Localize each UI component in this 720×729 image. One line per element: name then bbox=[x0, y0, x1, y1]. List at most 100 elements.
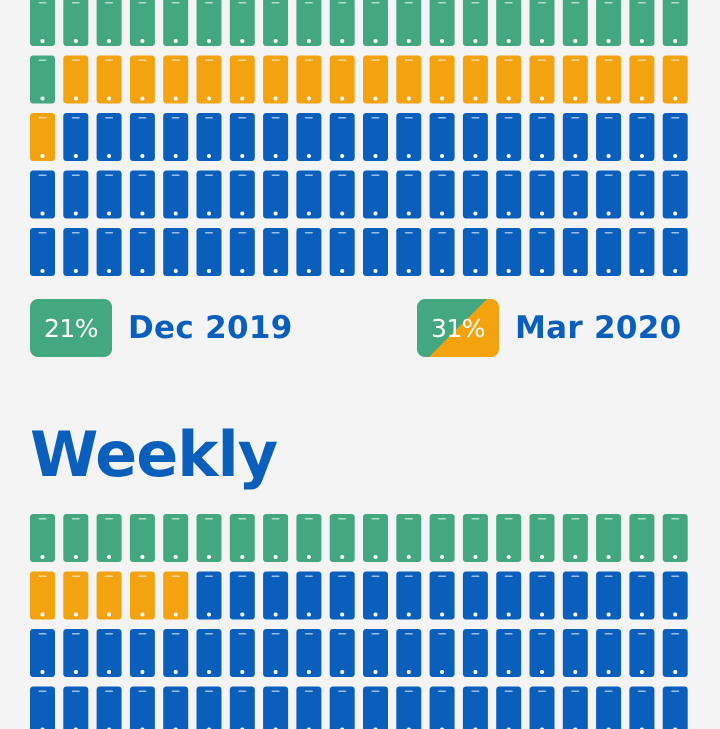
weekly-phone-icon bbox=[130, 572, 155, 620]
monthly-phone-icon bbox=[63, 171, 88, 219]
weekly-phone-icon bbox=[30, 629, 55, 677]
weekly-phone-icon bbox=[197, 687, 222, 729]
monthly-phone-icon bbox=[163, 56, 188, 104]
weekly-phone-icon bbox=[130, 687, 155, 729]
monthly-phone-icon bbox=[197, 56, 222, 104]
monthly-phone-icon bbox=[596, 56, 621, 104]
weekly-phone-icon bbox=[496, 514, 521, 562]
monthly-phone-icon bbox=[163, 171, 188, 219]
weekly-phone-icon bbox=[230, 514, 255, 562]
monthly-phone-icon bbox=[97, 113, 122, 161]
weekly-phone-icon bbox=[596, 629, 621, 677]
monthly-phone-icon bbox=[30, 56, 55, 104]
monthly-phone-icon bbox=[496, 228, 521, 276]
monthly-phone-icon bbox=[30, 0, 55, 46]
weekly-phone-icon bbox=[663, 629, 688, 677]
monthly-phone-icon bbox=[163, 228, 188, 276]
monthly-phone-icon bbox=[430, 56, 455, 104]
monthly-phone-icon bbox=[263, 0, 288, 46]
monthly-phone-icon bbox=[629, 228, 654, 276]
weekly-phone-icon bbox=[97, 572, 122, 620]
monthly-phone-icon bbox=[463, 228, 488, 276]
weekly-phone-icon bbox=[63, 514, 88, 562]
monthly-phone-icon bbox=[263, 113, 288, 161]
monthly-phone-icon bbox=[563, 113, 588, 161]
monthly-phone-icon bbox=[197, 113, 222, 161]
weekly-phone-icon bbox=[363, 687, 388, 729]
weekly-phone-icon bbox=[30, 687, 55, 729]
monthly-phone-icon bbox=[97, 228, 122, 276]
weekly-phone-icon bbox=[530, 514, 555, 562]
weekly-phone-icon bbox=[596, 572, 621, 620]
monthly-phone-icon bbox=[30, 113, 55, 161]
weekly-phone-icon bbox=[30, 514, 55, 562]
legend-label-mar-2020: Mar 2020 bbox=[515, 310, 682, 346]
monthly-phone-icon bbox=[63, 228, 88, 276]
monthly-phone-icon bbox=[530, 171, 555, 219]
weekly-phone-icon bbox=[296, 572, 321, 620]
weekly-phone-icon bbox=[363, 572, 388, 620]
weekly-phone-icon bbox=[263, 514, 288, 562]
weekly-phone-icon bbox=[663, 687, 688, 729]
monthly-phone-icon bbox=[296, 113, 321, 161]
weekly-phone-icon bbox=[130, 629, 155, 677]
monthly-phone-icon bbox=[430, 228, 455, 276]
monthly-phone-icon bbox=[163, 0, 188, 46]
monthly-phone-icon bbox=[330, 0, 355, 46]
weekly-phone-icon bbox=[63, 629, 88, 677]
weekly-phone-icon bbox=[30, 572, 55, 620]
weekly-phone-icon bbox=[330, 629, 355, 677]
monthly-phone-icon bbox=[663, 228, 688, 276]
monthly-phone-icon bbox=[263, 171, 288, 219]
monthly-phone-icon bbox=[130, 171, 155, 219]
monthly-phone-icon bbox=[396, 0, 421, 46]
monthly-phone-icon bbox=[296, 171, 321, 219]
monthly-phone-icon bbox=[263, 228, 288, 276]
weekly-phone-icon bbox=[330, 687, 355, 729]
weekly-phone-icon bbox=[430, 514, 455, 562]
monthly-phone-icon bbox=[296, 228, 321, 276]
monthly-phone-icon bbox=[563, 56, 588, 104]
weekly-phone-icon bbox=[596, 514, 621, 562]
weekly-phone-icon bbox=[130, 514, 155, 562]
monthly-phone-icon bbox=[396, 228, 421, 276]
weekly-phone-icon bbox=[596, 687, 621, 729]
monthly-phone-icon bbox=[163, 113, 188, 161]
weekly-phone-icon bbox=[463, 514, 488, 562]
weekly-phone-icon bbox=[163, 629, 188, 677]
monthly-phone-icon bbox=[596, 0, 621, 46]
monthly-phone-icon bbox=[463, 56, 488, 104]
monthly-phone-icon bbox=[330, 228, 355, 276]
monthly-phone-icon bbox=[230, 113, 255, 161]
monthly-phone-icon bbox=[130, 228, 155, 276]
monthly-phone-icon bbox=[97, 0, 122, 46]
weekly-phone-icon bbox=[530, 687, 555, 729]
weekly-phone-icon bbox=[496, 572, 521, 620]
monthly-phone-icon bbox=[363, 113, 388, 161]
monthly-phone-icon bbox=[330, 113, 355, 161]
weekly-phone-icon bbox=[97, 514, 122, 562]
weekly-phone-icon bbox=[97, 629, 122, 677]
monthly-phone-icon bbox=[563, 171, 588, 219]
monthly-phone-icon bbox=[63, 113, 88, 161]
weekly-phone-icon bbox=[296, 629, 321, 677]
legend-badge-mar-2020: 31% bbox=[417, 299, 499, 357]
weekly-phone-icon bbox=[263, 572, 288, 620]
monthly-phone-icon bbox=[496, 171, 521, 219]
weekly-phone-icon bbox=[629, 514, 654, 562]
monthly-phone-icon bbox=[530, 228, 555, 276]
monthly-phone-icon bbox=[629, 113, 654, 161]
monthly-phone-icon bbox=[130, 56, 155, 104]
monthly-phone-icon bbox=[463, 0, 488, 46]
weekly-phone-icon bbox=[263, 687, 288, 729]
weekly-phone-icon bbox=[330, 572, 355, 620]
weekly-phone-icon bbox=[629, 572, 654, 620]
monthly-phone-icon bbox=[396, 113, 421, 161]
weekly-phone-icon bbox=[430, 629, 455, 677]
monthly-phone-icon bbox=[63, 0, 88, 46]
monthly-phone-icon bbox=[430, 171, 455, 219]
weekly-phone-icon bbox=[396, 687, 421, 729]
weekly-phone-icon bbox=[230, 572, 255, 620]
weekly-phone-icon bbox=[63, 687, 88, 729]
monthly-phone-icon bbox=[530, 113, 555, 161]
